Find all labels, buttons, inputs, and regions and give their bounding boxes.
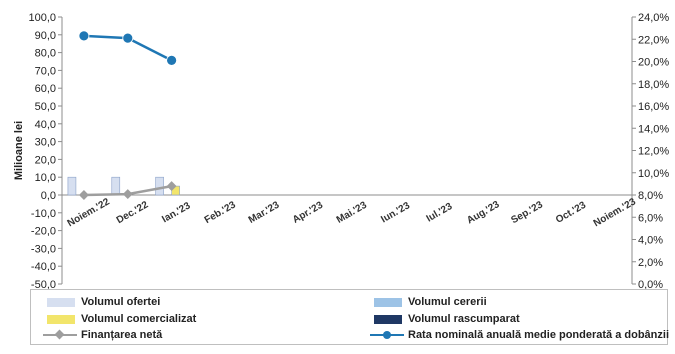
x-tick-label: Mar.'23: [247, 199, 282, 226]
bar: [111, 176, 121, 196]
y2-tick-label: 12,0%: [638, 146, 669, 158]
point: [122, 32, 134, 44]
y2-tick-label: 20,0%: [638, 57, 669, 69]
y-tick-label: 90,0: [35, 30, 56, 42]
x-tick-label: Dec.'22: [115, 199, 151, 226]
y-tick-label: 30,0: [35, 137, 56, 149]
y-tick-label: 0,0: [41, 190, 56, 202]
bar: [155, 176, 164, 196]
legend-swatch-bar: [366, 312, 408, 326]
y-tick-label: -50,0: [31, 279, 56, 291]
legend-swatch-bar: [39, 312, 81, 326]
legend-label: Volumul rascumparat: [408, 313, 520, 325]
y-tick-label: -10,0: [31, 208, 56, 220]
y-tick-label: 40,0: [35, 119, 56, 131]
x-tick-label: Feb.'23: [203, 199, 238, 226]
y-tick-label: 100,0: [28, 12, 56, 24]
y-tick-label: 50,0: [35, 101, 56, 113]
y2-tick-label: 8,0%: [638, 190, 663, 202]
y-tick-label: 80,0: [35, 48, 56, 60]
legend-label: Volumul cererii: [408, 296, 487, 308]
point: [78, 190, 89, 200]
y-tick-label: 70,0: [35, 65, 56, 77]
bar: [67, 176, 77, 196]
y-tick-label: 20,0: [35, 154, 56, 166]
y2-tick-label: 4,0%: [638, 235, 663, 247]
x-tick-label: Ian.'23: [160, 200, 192, 225]
x-tick-label: Noiem.'22: [66, 196, 112, 229]
legend-swatch-line: [370, 331, 404, 339]
x-tick-label: Apr.'23: [291, 200, 325, 226]
legend-item-finantare: Finanțarea netă: [39, 327, 162, 343]
legend-label: Volumul comercializat: [81, 313, 197, 325]
x-tick-label: Noiem.'23: [592, 196, 638, 229]
legend-swatch-line: [43, 329, 77, 340]
x-tick-label: Iul.'23: [425, 201, 455, 225]
y2-tick-label: 18,0%: [638, 79, 669, 91]
point: [78, 30, 90, 42]
x-tick-label: Mai.'23: [335, 200, 369, 226]
y2-tick-label: 22,0%: [638, 34, 669, 46]
y2-tick-label: 10,0%: [638, 168, 669, 180]
y-tick-label: 10,0: [35, 172, 56, 184]
y-tick-label: -30,0: [31, 243, 56, 255]
y-tick-label: 60,0: [35, 83, 56, 95]
y2-tick-label: 24,0%: [638, 12, 669, 24]
point: [166, 181, 177, 192]
legend-item-rata: Rata nominală anuală medie ponderată a d…: [366, 327, 669, 343]
legend-item-cererii: Volumul cererii: [366, 294, 487, 310]
point: [122, 189, 133, 200]
x-tick-label: Sep.'23: [509, 199, 545, 226]
x-tick-label: Aug.'23: [465, 199, 502, 227]
y2-tick-label: 16,0%: [638, 101, 669, 113]
legend-label: Volumul ofertei: [81, 296, 161, 308]
legend-label: Finanțarea netă: [81, 329, 163, 341]
legend-swatch-bar: [39, 295, 81, 309]
legend-item-comercializat: Volumul comercializat: [39, 311, 196, 327]
x-tick-label: Iun.'23: [379, 200, 412, 225]
y-tick-label: -20,0: [31, 226, 56, 238]
legend-item-rascumparat: Volumul rascumparat: [366, 311, 520, 327]
legend-label: Rata nominală anuală medie ponderată a d…: [408, 329, 670, 341]
x-tick-label: Oct.'23: [554, 200, 588, 226]
legend-swatch-bar: [366, 295, 408, 309]
y2-tick-label: 6,0%: [638, 212, 663, 224]
y2-tick-label: 14,0%: [638, 123, 669, 135]
legend-item-ofertei: Volumul ofertei: [39, 294, 160, 310]
y-axis-label: Milioane lei: [13, 121, 25, 180]
legend: Volumul ofertei Volumul cererii Volumul …: [30, 289, 669, 345]
y2-tick-label: 2,0%: [638, 257, 663, 269]
y-tick-label: -40,0: [31, 261, 56, 273]
y2-tick-label: 0,0%: [638, 279, 663, 291]
point: [166, 54, 178, 66]
